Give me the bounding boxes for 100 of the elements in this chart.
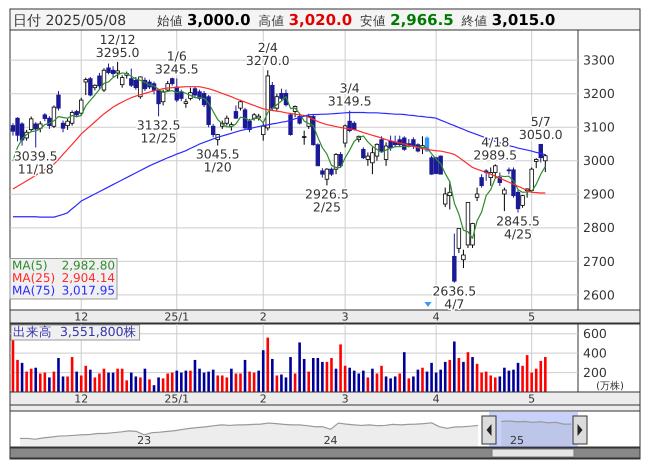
candlestick — [302, 130, 306, 146]
bar — [239, 374, 242, 392]
bar — [166, 374, 169, 392]
bar — [48, 377, 51, 392]
bar — [25, 372, 28, 392]
bar — [302, 358, 306, 392]
bar — [344, 366, 346, 392]
bar — [144, 368, 146, 392]
bar — [20, 362, 24, 392]
bar — [30, 368, 32, 392]
y-tick-label: 3300 — [583, 52, 615, 68]
y-tick-label: 2600 — [583, 287, 615, 302]
bar — [421, 368, 424, 392]
y-tick-label: 400 — [583, 346, 607, 361]
bar — [362, 370, 365, 392]
candlestick — [84, 77, 88, 96]
bar — [394, 376, 396, 392]
bar — [453, 341, 456, 392]
bar — [70, 357, 74, 392]
bar — [503, 368, 506, 392]
x-tick-label: 2 — [260, 392, 267, 406]
bar — [180, 372, 183, 392]
bar — [444, 362, 447, 392]
annotation: 3/4 3149.5 — [328, 80, 372, 109]
text: 終値 3,015.0 — [460, 11, 556, 29]
annotation: 5/7 3050.0 — [518, 114, 563, 142]
bar — [89, 370, 92, 392]
bar — [271, 358, 274, 392]
candlestick — [279, 88, 284, 101]
bar — [157, 377, 160, 392]
candlestick — [502, 187, 507, 212]
bar — [357, 374, 360, 392]
bar — [152, 385, 156, 392]
bar — [38, 374, 42, 392]
candlestick — [120, 74, 124, 88]
x-tick-label: 24 — [324, 434, 338, 447]
candlestick — [543, 154, 548, 173]
candlestick — [20, 122, 24, 146]
annotation: 3,017.95 — [62, 284, 115, 298]
bar — [466, 352, 470, 392]
y-tick-label: 2800 — [583, 220, 615, 236]
x-tick-label: 3 — [342, 392, 349, 406]
bar — [334, 368, 338, 392]
bar — [348, 368, 351, 392]
annotation: 2926.5 2/25 — [305, 186, 349, 214]
candlestick — [238, 99, 243, 111]
candlestick — [474, 187, 480, 202]
bar — [312, 358, 315, 392]
candlestick — [156, 88, 161, 117]
bar — [298, 342, 301, 392]
bar — [139, 377, 142, 392]
bar — [257, 370, 260, 392]
bar — [430, 362, 433, 392]
annotation: 2/4 3270.0 — [246, 40, 290, 68]
bar — [84, 366, 88, 392]
bar — [252, 372, 256, 392]
bar — [230, 368, 233, 392]
bar — [508, 370, 510, 392]
bar — [416, 370, 420, 392]
bar — [489, 375, 492, 392]
bar — [175, 370, 178, 392]
bar — [339, 344, 342, 392]
bar — [216, 375, 220, 392]
annotation: 2,904.14 — [62, 271, 115, 285]
y-tick-label: 3000 — [583, 153, 615, 168]
candlestick — [56, 90, 61, 111]
x-tick-label: 3 — [342, 310, 349, 324]
bar — [125, 380, 128, 392]
bar — [207, 372, 210, 392]
bar — [98, 374, 101, 392]
bar — [352, 370, 356, 392]
annotation: 3045.5 1/20 — [196, 146, 240, 175]
bar — [148, 379, 151, 392]
bar — [244, 360, 246, 392]
bar — [389, 378, 392, 392]
bar — [371, 368, 374, 392]
bar — [521, 366, 524, 392]
x-tick-label: 12 — [74, 392, 88, 406]
y-tick-label: 2900 — [583, 186, 615, 202]
bar — [307, 372, 310, 392]
candlestick — [361, 146, 366, 160]
candlestick — [342, 124, 348, 148]
bar — [202, 372, 206, 392]
candlestick — [461, 249, 466, 269]
x-tick-label: 5 — [528, 392, 536, 406]
annotation: 2,982.80 — [62, 258, 115, 272]
bar — [130, 372, 133, 392]
bar — [412, 376, 415, 392]
bar — [448, 360, 452, 392]
candlestick — [324, 168, 330, 186]
text: MA(75) — [12, 284, 56, 298]
bar — [52, 372, 56, 392]
candlestick — [366, 152, 370, 166]
bar — [526, 355, 528, 392]
annotation: 2845.5 4/25 — [496, 214, 540, 242]
bar — [366, 377, 370, 392]
x-tick-label: 25/1 — [164, 310, 190, 324]
text: MA(25) — [12, 271, 56, 285]
candlestick — [338, 152, 343, 168]
bar — [226, 377, 228, 392]
